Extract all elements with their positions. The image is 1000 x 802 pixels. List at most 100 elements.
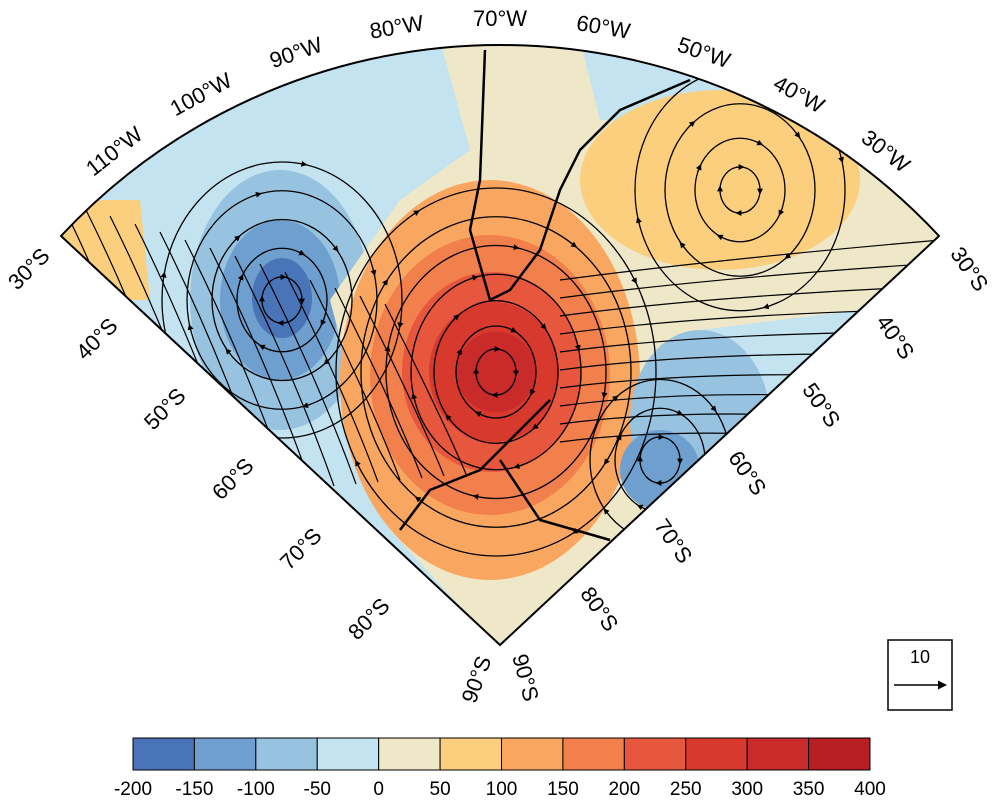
colorbar-bin	[501, 737, 564, 771]
stream-arrow	[532, 423, 540, 430]
streamline	[559, 285, 939, 317]
stream-arrow	[397, 319, 404, 329]
reference-label: 10	[910, 647, 930, 667]
lat-label-right: 50°S	[797, 378, 845, 432]
lat-label-left: 60°S	[207, 453, 259, 505]
lat-label-right: 60°S	[723, 446, 771, 500]
lon-label: 80°W	[368, 10, 426, 44]
stream-arrow	[456, 348, 462, 357]
colorbar-bin	[623, 737, 687, 771]
stream-arrow	[530, 387, 536, 396]
colorbar-bin	[193, 737, 257, 771]
stream-arrow	[794, 131, 801, 139]
lat-label-right: 70°S	[649, 514, 697, 568]
stream-arrow	[187, 323, 194, 333]
streamline	[559, 239, 939, 281]
stream-arrow	[160, 271, 167, 281]
stream-arrow	[716, 234, 725, 241]
stream-arrow	[445, 414, 452, 422]
colorbar-tick-label: 350	[793, 779, 825, 800]
stream-arrow	[332, 244, 339, 252]
stream-arrow	[256, 433, 266, 440]
colorbar-tick-label: 400	[854, 779, 886, 800]
streamline	[559, 262, 939, 299]
stream-arrow	[603, 508, 610, 516]
stream-arrow	[370, 267, 377, 277]
colorbar-tick-label: -200	[114, 779, 152, 800]
stream-arrow	[297, 249, 306, 256]
colorbar-tick-label: 300	[731, 779, 763, 800]
streamline	[234, 255, 335, 487]
stream-arrow	[509, 326, 518, 333]
lat-label-left: 90°S	[456, 653, 496, 707]
lat-label-right: 30°S	[945, 242, 993, 296]
field-patch	[580, 90, 860, 270]
streamline	[359, 295, 445, 477]
stream-arrow	[762, 303, 772, 310]
colorbar-bin	[316, 737, 380, 771]
streamline	[236, 247, 328, 353]
streamline	[385, 244, 607, 500]
stream-arrow	[474, 411, 483, 418]
streamline	[284, 271, 379, 483]
stream-arrow	[603, 457, 610, 465]
stream-arrow	[233, 235, 241, 242]
streamline	[410, 273, 582, 471]
colorbar-bin	[562, 737, 625, 771]
lat-label-left: 30°S	[3, 243, 55, 295]
stream-arrow	[298, 160, 308, 167]
lat-label-left: 40°S	[71, 313, 123, 365]
lat-label-right: 40°S	[871, 310, 919, 364]
colorbar-tick-label: -100	[237, 779, 275, 800]
coastline	[399, 399, 611, 542]
stream-arrow	[237, 273, 244, 282]
stream-arrow	[511, 244, 520, 251]
colorbar-bin	[132, 737, 195, 771]
field	[61, 44, 939, 645]
lat-label-left: 80°S	[343, 593, 395, 645]
streamline	[309, 279, 401, 481]
stream-arrow	[225, 348, 232, 356]
lat-label-right: 90°S	[507, 651, 544, 704]
stream-arrow	[253, 191, 262, 198]
stream-arrow	[569, 241, 578, 248]
streamline	[433, 300, 559, 444]
stream-arrow	[679, 241, 686, 249]
colorbar-tick-label: 250	[670, 779, 702, 800]
colorbar-bin	[808, 737, 871, 771]
streamline	[335, 187, 657, 557]
stream-arrow	[636, 216, 642, 226]
stream-arrow	[838, 154, 844, 164]
stream-arrow	[572, 528, 580, 534]
stream-arrow	[472, 493, 481, 500]
field-patch	[252, 258, 312, 338]
lon-label: 90°W	[266, 32, 325, 73]
streamline	[161, 161, 403, 439]
colorbar-bin	[378, 737, 441, 771]
stream-arrow	[540, 322, 547, 330]
colorbar-bin	[255, 737, 318, 771]
streamline	[259, 263, 357, 485]
stream-arrow	[320, 318, 327, 327]
streamline	[664, 103, 816, 277]
reference-box	[887, 639, 953, 711]
lat-label-left: 70°S	[275, 523, 327, 575]
stream-arrow	[631, 276, 637, 284]
lon-label: 40°W	[769, 70, 829, 118]
streamline	[694, 137, 786, 243]
streamline	[209, 247, 313, 489]
stream-arrow	[513, 463, 522, 469]
stream-arrow	[382, 279, 389, 287]
colorbar-bin	[685, 737, 748, 771]
colorbar-tick-label: 150	[547, 779, 579, 800]
stream-arrow	[708, 70, 718, 77]
stream-arrow	[701, 518, 709, 525]
stream-arrow	[698, 478, 705, 487]
stream-arrow	[710, 404, 717, 412]
colorbar-tick-label: 200	[608, 779, 640, 800]
lat-label-left: 50°S	[139, 383, 191, 435]
streamline	[384, 303, 467, 475]
colorbar-bin	[746, 737, 810, 771]
stream-arrow	[412, 210, 420, 216]
